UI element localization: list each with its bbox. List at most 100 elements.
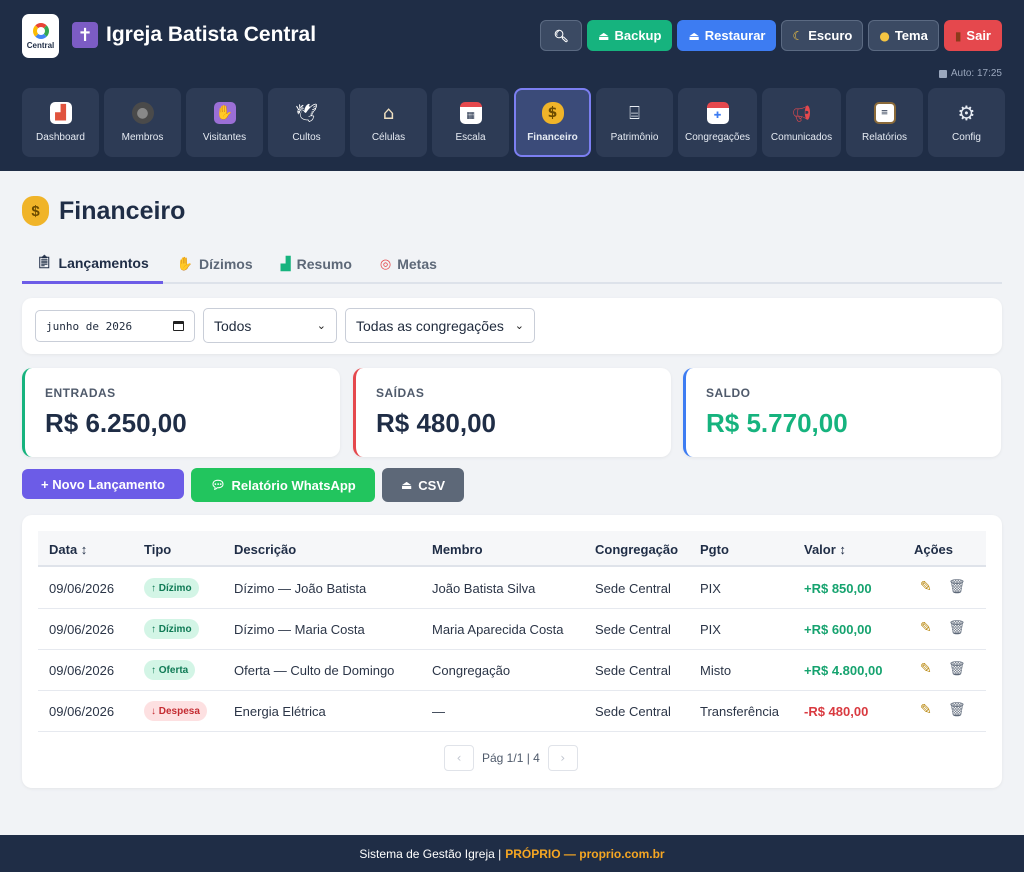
nav-label: Congregações: [684, 132, 751, 143]
clipboard-icon: 📋︎: [36, 255, 53, 270]
expense-value: R$ 480,00: [376, 408, 496, 438]
table-row: 09/06/2026 ↑ Dízimo Dízimo — Maria Costa…: [38, 609, 986, 650]
speech-bubble-icon: 💬︎: [210, 478, 226, 492]
cell-value: +R$ 850,00: [804, 581, 872, 596]
prev-page-button[interactable]: ‹: [444, 745, 474, 771]
tab-summary[interactable]: ▟ Resumo: [267, 244, 366, 284]
page-heading: Financeiro: [59, 196, 186, 225]
chevron-down-icon: ⌄: [514, 319, 524, 332]
footer-brand-link[interactable]: PRÓPRIO — proprio.com.br: [505, 846, 665, 861]
chevron-down-icon: ⌄: [316, 319, 326, 332]
target-icon: ◎: [379, 256, 392, 272]
nav-label: Escala: [455, 132, 486, 143]
edit-icon[interactable]: ✎: [920, 702, 932, 718]
col-description: Descrição: [234, 542, 297, 557]
logout-button[interactable]: ▮ Sair: [943, 20, 1002, 51]
door-icon: ▮: [954, 28, 962, 43]
trash-icon[interactable]: 🗑︎: [948, 702, 966, 718]
tab-label: Resumo: [296, 256, 352, 272]
footer-text: Sistema de Gestão Igreja |: [359, 846, 502, 861]
calendar-icon[interactable]: [173, 321, 184, 331]
next-page-button[interactable]: ›: [547, 745, 578, 771]
nav-label: Financeiro: [527, 132, 578, 143]
col-type: Tipo: [144, 542, 172, 557]
trash-icon[interactable]: 🗑︎: [948, 620, 966, 636]
nav-services[interactable]: 🕊︎ Cultos: [268, 88, 345, 157]
page-title: $ Financeiro: [22, 196, 185, 226]
cell-congregation: Sede Central: [595, 663, 671, 678]
cell-description: Oferta — Culto de Domingo: [234, 663, 395, 678]
app-footer: Sistema de Gestão Igreja | PRÓPRIO — pro…: [0, 835, 1024, 872]
app-title: Igreja Batista Central: [106, 23, 317, 46]
nav-label: Config: [952, 132, 981, 143]
transactions-table: Data ↕ Tipo Descrição Membro Congregação…: [22, 515, 1002, 788]
trash-icon[interactable]: 🗑︎: [948, 579, 966, 595]
nav-visitors[interactable]: ✋ Visitantes: [186, 88, 263, 157]
type-badge: ↑ Dízimo: [144, 619, 199, 639]
col-member: Membro: [432, 542, 483, 557]
house-icon: ⌂: [382, 102, 395, 124]
nav-assets[interactable]: ⌸ Patrimônio: [596, 88, 673, 157]
month-value: junho de 2026: [46, 319, 133, 333]
tab-entries[interactable]: 📋︎ Lançamentos: [22, 244, 163, 284]
type-select[interactable]: Todos ⌄: [203, 308, 337, 343]
cell-date: 09/06/2026: [49, 663, 115, 678]
table-row: 09/06/2026 ↓ Despesa Energia Elétrica — …: [38, 691, 986, 732]
nav-schedule[interactable]: ▦ Escala: [432, 88, 509, 157]
nav-congregations[interactable]: ✚ Congregações: [678, 88, 757, 157]
nav-dashboard[interactable]: ▟ Dashboard: [22, 88, 99, 157]
praying-hands-icon: ✋: [176, 256, 193, 272]
cell-member: Maria Aparecida Costa: [432, 622, 564, 637]
col-payment: Pgto: [700, 542, 729, 557]
new-entry-button[interactable]: + Novo Lançamento: [22, 469, 184, 499]
nav-finance[interactable]: $ Financeiro: [514, 88, 591, 157]
whatsapp-report-button[interactable]: 💬︎ Relatório WhatsApp: [191, 468, 375, 502]
cell-date: 09/06/2026: [49, 581, 115, 596]
trash-icon[interactable]: 🗑︎: [948, 661, 966, 677]
edit-icon[interactable]: ✎: [920, 661, 932, 677]
month-picker[interactable]: junho de 2026: [35, 310, 195, 342]
filter-bar: junho de 2026 Todos ⌄ Todas as congregaç…: [22, 298, 1002, 354]
theme-button[interactable]: ● Tema: [868, 20, 939, 51]
type-badge: ↑ Dízimo: [144, 578, 199, 598]
cell-member: Congregação: [432, 663, 511, 678]
megaphone-icon: 📢︎: [791, 103, 812, 123]
cell-payment: PIX: [700, 622, 721, 637]
nav-members[interactable]: ● Membros: [104, 88, 181, 157]
tab-label: Metas: [397, 256, 437, 272]
nav-announcements[interactable]: 📢︎ Comunicados: [762, 88, 841, 157]
nav-cells[interactable]: ⌂ Células: [350, 88, 427, 157]
cell-date: 09/06/2026: [49, 704, 115, 719]
backup-button[interactable]: ⏏ Backup: [587, 20, 673, 51]
nav-config[interactable]: ⚙ Config: [928, 88, 1005, 157]
col-date[interactable]: Data ↕: [49, 542, 88, 557]
congregation-select[interactable]: Todas as congregações ⌄: [345, 308, 535, 343]
tab-tithes[interactable]: ✋ Dízimos: [163, 244, 267, 284]
search-button[interactable]: 🔍︎: [540, 20, 583, 51]
edit-icon[interactable]: ✎: [920, 620, 932, 636]
app-logo: Central: [22, 14, 59, 58]
backup-label: Backup: [614, 28, 662, 43]
table-header: Data ↕ Tipo Descrição Membro Congregação…: [38, 531, 986, 567]
cell-value: +R$ 4.800,00: [804, 663, 883, 678]
cell-value: -R$ 480,00: [804, 704, 869, 719]
money-bag-icon: $: [22, 196, 49, 226]
balance-card: SALDO R$ 5.770,00: [683, 368, 1001, 457]
nav-label: Cultos: [292, 132, 321, 143]
cell-value: +R$ 600,00: [804, 622, 872, 637]
search-icon: 🔍︎: [553, 28, 569, 43]
cell-congregation: Sede Central: [595, 581, 671, 596]
expense-label: SAÍDAS: [376, 386, 425, 400]
edit-icon[interactable]: ✎: [920, 579, 932, 595]
tab-label: Lançamentos: [58, 254, 149, 271]
csv-export-button[interactable]: ⏏ CSV: [382, 468, 464, 502]
nav-reports[interactable]: ≡ Relatórios: [846, 88, 923, 157]
col-value[interactable]: Valor ↕: [804, 542, 846, 557]
cell-description: Energia Elétrica: [234, 704, 326, 719]
dark-mode-button[interactable]: ☾ Escuro: [781, 20, 864, 51]
download-icon: ⏏: [688, 28, 700, 43]
balance-label: SALDO: [706, 386, 751, 400]
tab-goals[interactable]: ◎ Metas: [366, 244, 451, 284]
income-value: R$ 6.250,00: [45, 408, 187, 438]
restore-button[interactable]: ⏏ Restaurar: [677, 20, 777, 51]
